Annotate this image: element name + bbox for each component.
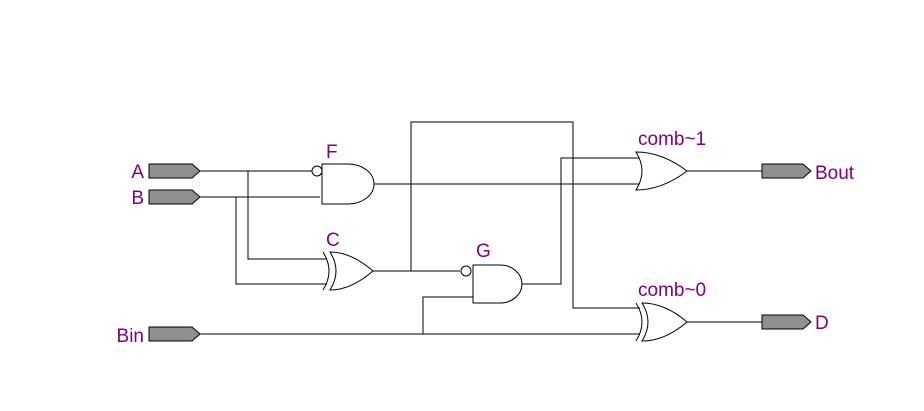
port-label-d: D <box>815 313 829 334</box>
input-port-a <box>148 163 201 179</box>
port-label-bout: Bout <box>815 163 855 184</box>
wires <box>200 121 762 335</box>
wire-a-tap-to-c <box>247 171 327 260</box>
gate-label-g: G <box>476 241 491 262</box>
inverter-bubble-g <box>460 265 472 277</box>
gate-label-c: C <box>326 230 340 251</box>
and-gate-f <box>311 163 375 205</box>
gate-label-comb1: comb~1 <box>638 129 706 150</box>
wire-g-to-comb1 <box>522 157 639 285</box>
labels: A B Bin Bout D F C G comb~1 comb~0 <box>117 129 855 347</box>
port-label-bin: Bin <box>117 326 144 347</box>
xor-gate-comb0 <box>635 302 688 342</box>
or-gate-comb1 <box>635 151 688 191</box>
input-port-bin <box>148 326 201 342</box>
output-port-d <box>761 314 812 330</box>
inverter-bubble-f <box>311 165 323 177</box>
port-label-a: A <box>131 162 144 183</box>
wire-b-tap-to-c <box>235 197 327 285</box>
input-port-b <box>148 189 201 205</box>
port-label-b: B <box>131 188 144 209</box>
gate-label-f: F <box>326 142 338 163</box>
xor-gate-c <box>322 251 374 291</box>
and-gate-g <box>460 264 523 304</box>
wire-bin-tap-to-g <box>422 296 473 334</box>
gate-label-comb0: comb~0 <box>638 280 706 301</box>
output-port-bout <box>761 163 812 179</box>
wire-c-loop-to-comb0 <box>410 121 640 309</box>
